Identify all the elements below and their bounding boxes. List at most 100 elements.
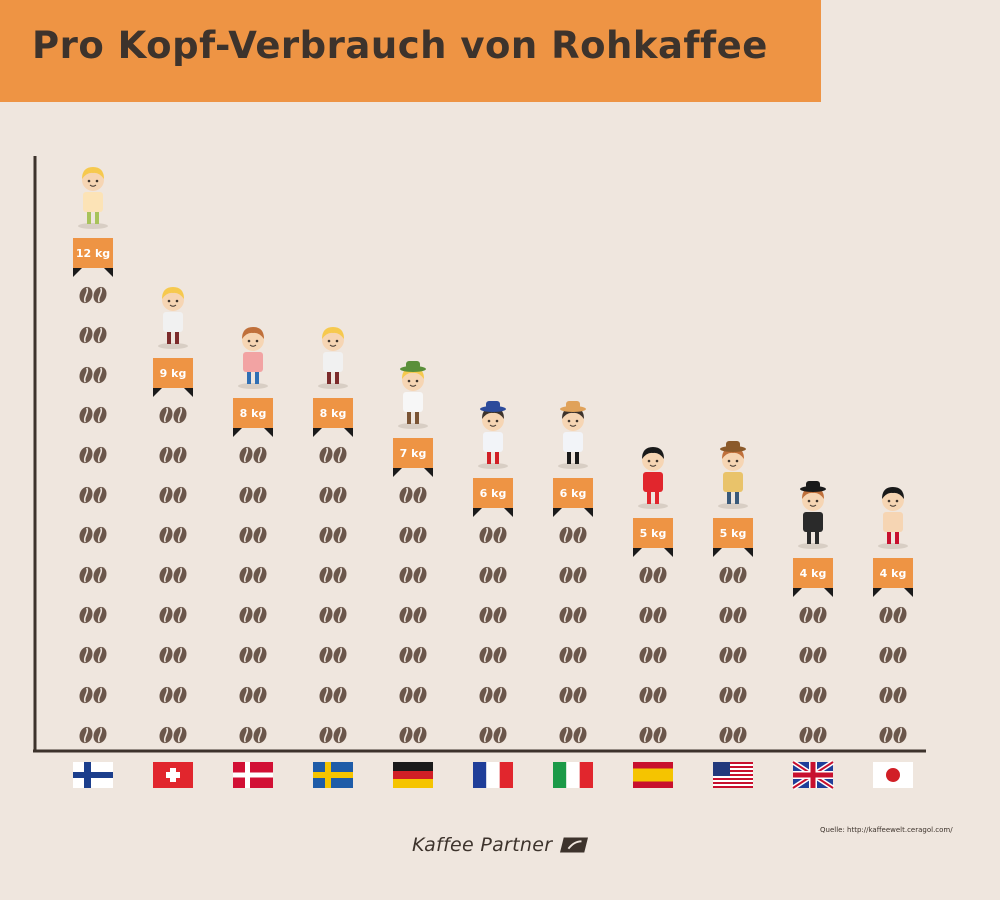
value-label: 5 kg: [713, 518, 753, 557]
coffee-bean-icon: [159, 526, 187, 544]
value-label: 6 kg: [553, 478, 593, 517]
coffee-bean-icon: [159, 646, 187, 664]
coffee-bean-icon: [159, 686, 187, 704]
country-column: 4 kg: [873, 487, 913, 788]
value-label-text: 8 kg: [240, 407, 267, 420]
value-label-text: 12 kg: [76, 247, 110, 260]
flag-italy-icon: [553, 762, 593, 788]
coffee-bean-icon: [559, 606, 587, 624]
title-banner: Pro Kopf-Verbrauch von Rohkaffee: [0, 0, 821, 102]
coffee-bean-icon: [159, 726, 187, 744]
coffee-bean-icon: [719, 686, 747, 704]
coffee-bean-icon: [319, 486, 347, 504]
flag-finland-icon: [73, 762, 113, 788]
flag-sweden-icon: [313, 762, 353, 788]
coffee-bean-icon: [799, 686, 827, 704]
value-label: 4 kg: [873, 558, 913, 597]
coffee-bean-icon: [559, 726, 587, 744]
coffee-bean-icon: [79, 486, 107, 504]
value-label: 12 kg: [73, 238, 113, 277]
cuckoo-clock-figure-icon: [318, 327, 348, 389]
coffee-bean-icon: [79, 606, 107, 624]
coffee-bean-icon: [879, 726, 907, 744]
coffee-bean-icon: [879, 606, 907, 624]
bowler-hat-figure-icon: [798, 481, 828, 549]
lederhosen-figure-icon: [398, 361, 428, 429]
value-label-text: 6 kg: [560, 487, 587, 500]
coffee-bean-icon: [159, 486, 187, 504]
coffee-bean-icon: [79, 686, 107, 704]
coffee-bean-icon: [399, 526, 427, 544]
country-column: 4 kg: [791, 481, 835, 791]
coffee-bean-icon: [479, 646, 507, 664]
coffee-bean-icon: [79, 526, 107, 544]
brand-logo: Kaffee Partner: [412, 834, 589, 856]
flamenco-figure-icon: [638, 447, 668, 509]
coffee-bean-icon: [319, 606, 347, 624]
coffee-bean-icon: [79, 646, 107, 664]
country-column: 7 kg: [393, 361, 433, 788]
country-column: 8 kg: [313, 327, 353, 788]
flag-spain-icon: [633, 762, 673, 788]
coffee-bean-icon: [479, 606, 507, 624]
coffee-bean-icon: [159, 566, 187, 584]
cuckoo-clock-figure-icon: [158, 287, 188, 349]
coffee-bean-icon: [239, 726, 267, 744]
sumo-figure-icon: [878, 487, 908, 549]
coffee-bean-icon: [239, 606, 267, 624]
coffee-bean-icon: [559, 566, 587, 584]
coffee-bean-icon: [79, 366, 107, 384]
coffee-bean-icon: [79, 286, 107, 304]
coffee-bean-icon: [319, 566, 347, 584]
coffee-bean-icon: [399, 486, 427, 504]
country-column: 6 kg: [553, 401, 593, 788]
page-title: Pro Kopf-Verbrauch von Rohkaffee: [32, 24, 768, 67]
coffee-bean-icon: [239, 526, 267, 544]
coffee-bean-icon: [239, 446, 267, 464]
coffee-bean-icon: [639, 686, 667, 704]
mermaid-figure-icon: [238, 327, 268, 389]
coffee-bean-icon: [239, 686, 267, 704]
coffee-bean-icon: [319, 726, 347, 744]
coffee-bean-icon: [639, 646, 667, 664]
value-label: 7 kg: [393, 438, 433, 477]
value-label: 9 kg: [153, 358, 193, 397]
coffee-bean-icon: [399, 726, 427, 744]
value-label: 8 kg: [313, 398, 353, 437]
brand-name: Kaffee Partner: [412, 834, 553, 856]
coffee-bean-icon: [79, 406, 107, 424]
value-label-text: 5 kg: [640, 527, 667, 540]
flag-france-icon: [473, 762, 513, 788]
flag-usa-icon: [713, 762, 753, 788]
value-label-text: 5 kg: [720, 527, 747, 540]
brand-mark-icon: [560, 837, 589, 853]
country-column: 5 kg: [633, 447, 673, 788]
flag-uk-icon: [791, 759, 835, 791]
coffee-bean-icon: [159, 606, 187, 624]
coffee-bean-icon: [399, 686, 427, 704]
coffee-bean-icon: [719, 606, 747, 624]
coffee-bean-icon: [399, 606, 427, 624]
country-column: 12 kg: [73, 167, 113, 788]
coffee-bean-icon: [79, 566, 107, 584]
coffee-bean-icon: [799, 606, 827, 624]
coffee-bean-icon: [719, 566, 747, 584]
coffee-bean-icon: [799, 726, 827, 744]
coffee-bean-icon: [399, 566, 427, 584]
country-column: 8 kg: [233, 327, 273, 788]
value-label-text: 7 kg: [400, 447, 427, 460]
country-column: 6 kg: [473, 401, 513, 788]
coffee-bean-icon: [319, 526, 347, 544]
coffee-bean-icon: [639, 566, 667, 584]
coffee-bean-icon: [79, 326, 107, 344]
flag-germany-icon: [393, 762, 433, 788]
coffee-bean-icon: [159, 446, 187, 464]
flag-denmark-icon: [233, 762, 273, 788]
value-label: 6 kg: [473, 478, 513, 517]
coffee-bean-icon: [639, 726, 667, 744]
value-label-text: 4 kg: [880, 567, 907, 580]
coffee-bean-icon: [559, 646, 587, 664]
flag-switzerland-icon: [153, 762, 193, 788]
coffee-bean-icon: [79, 446, 107, 464]
